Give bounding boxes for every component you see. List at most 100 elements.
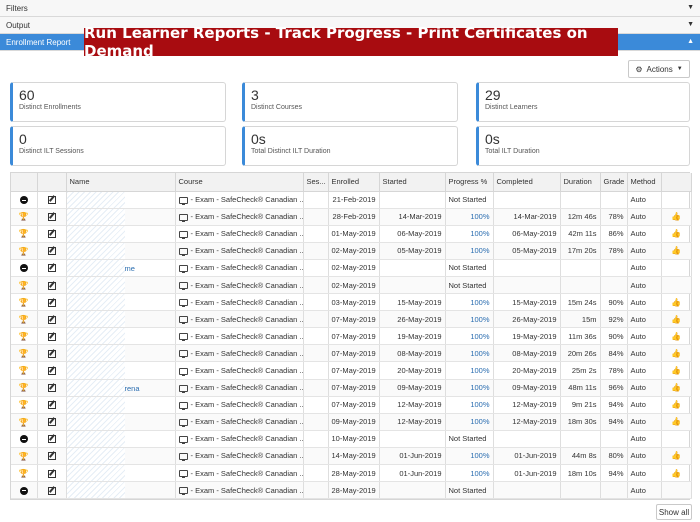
status-cell[interactable]: 🏆 (11, 344, 38, 363)
col-header-completed[interactable]: Completed (493, 173, 561, 192)
status-cell[interactable]: 🏆 (11, 276, 38, 295)
table-row[interactable]: 🏆 rena - Exam - SafeCheck® Canadian ... 07-… (11, 379, 692, 397)
not-started-icon[interactable] (19, 264, 28, 273)
status-cell[interactable]: 🏆 (11, 225, 38, 243)
col-header-grade[interactable]: Grade (600, 173, 628, 192)
name-cell[interactable] (66, 276, 176, 295)
trophy-icon[interactable]: 🏆 (18, 314, 29, 324)
name-cell[interactable] (66, 208, 176, 226)
trophy-icon[interactable]: 🏆 (18, 212, 29, 222)
name-cell[interactable] (66, 310, 176, 329)
name-cell[interactable]: rena (66, 379, 176, 397)
status-cell[interactable]: 🏆 (11, 361, 38, 380)
table-row[interactable]: 🏆 - Exam - SafeCheck® Canadian ... 14-May-… (11, 447, 692, 466)
edit-cell[interactable] (37, 191, 67, 209)
edit-cell[interactable] (37, 293, 67, 312)
col-header-enrolled[interactable]: Enrolled (328, 173, 380, 192)
edit-icon[interactable] (47, 196, 56, 205)
table-row[interactable]: 🏆 - Exam - SafeCheck® Canadian ... 07-May-… (11, 344, 692, 363)
edit-cell[interactable] (37, 310, 67, 329)
name-cell[interactable] (66, 447, 176, 466)
edit-cell[interactable] (37, 225, 67, 243)
table-row[interactable]: 🏆 - Exam - SafeCheck® Canadian ... 03-May-… (11, 293, 692, 312)
table-row[interactable]: 🏆 - Exam - SafeCheck® Canadian ... 07-May-… (11, 396, 692, 414)
filters-panel-header[interactable]: Filters ▼ (0, 0, 700, 17)
status-cell[interactable] (11, 191, 38, 209)
status-cell[interactable]: 🏆 (11, 310, 38, 329)
name-cell[interactable] (66, 396, 176, 414)
trophy-icon[interactable]: 🏆 (18, 383, 29, 393)
status-cell[interactable]: 🏆 (11, 396, 38, 414)
trophy-icon[interactable]: 🏆 (18, 246, 29, 256)
edit-icon[interactable] (47, 469, 56, 478)
edit-icon[interactable] (47, 384, 56, 393)
status-cell[interactable]: 🏆 (11, 413, 38, 431)
edit-icon[interactable] (47, 264, 56, 273)
name-cell[interactable]: me (66, 259, 176, 277)
learner-name-link[interactable]: rena (124, 383, 140, 393)
name-cell[interactable] (66, 242, 176, 260)
show-all-button[interactable]: Show all (656, 504, 692, 520)
name-cell[interactable] (66, 327, 176, 346)
col-header-progress[interactable]: Progress % (445, 173, 494, 192)
edit-cell[interactable] (37, 327, 67, 346)
table-row[interactable]: - Exam - SafeCheck® Canadian ... 21-Feb-2… (11, 191, 692, 209)
edit-icon[interactable] (47, 247, 56, 256)
edit-icon[interactable] (47, 486, 56, 495)
edit-cell[interactable] (37, 276, 67, 295)
edit-icon[interactable] (47, 315, 56, 324)
status-cell[interactable] (11, 430, 38, 448)
table-row[interactable]: - Exam - SafeCheck® Canadian ... 10-May-2… (11, 430, 692, 448)
status-cell[interactable] (11, 481, 38, 500)
table-row[interactable]: 🏆 - Exam - SafeCheck® Canadian ... 01-May-… (11, 225, 692, 243)
table-row[interactable]: 🏆 - Exam - SafeCheck® Canadian ... 28-May-… (11, 464, 692, 483)
name-cell[interactable] (66, 481, 176, 500)
table-row[interactable]: 🏆 - Exam - SafeCheck® Canadian ... 07-May-… (11, 327, 692, 346)
edit-cell[interactable] (37, 208, 67, 226)
trophy-icon[interactable]: 🏆 (18, 229, 29, 239)
name-cell[interactable] (66, 191, 176, 209)
col-header-method[interactable]: Method (627, 173, 662, 192)
edit-icon[interactable] (47, 401, 56, 410)
table-row[interactable]: 🏆 - Exam - SafeCheck® Canadian ... 02-May-… (11, 276, 692, 295)
status-cell[interactable]: 🏆 (11, 447, 38, 466)
name-cell[interactable] (66, 430, 176, 448)
edit-icon[interactable] (47, 281, 56, 290)
edit-cell[interactable] (37, 430, 67, 448)
status-cell[interactable]: 🏆 (11, 464, 38, 483)
col-header-course[interactable]: Course (175, 173, 304, 192)
col-header-started[interactable]: Started (379, 173, 446, 192)
edit-cell[interactable] (37, 413, 67, 431)
edit-icon[interactable] (47, 452, 56, 461)
trophy-icon[interactable]: 🏆 (18, 400, 29, 410)
trophy-icon[interactable]: 🏆 (18, 297, 29, 307)
table-row[interactable]: 🏆 - Exam - SafeCheck® Canadian ... 02-May-… (11, 242, 692, 260)
table-row[interactable]: 🏆 - Exam - SafeCheck® Canadian ... 07-May-… (11, 361, 692, 380)
edit-cell[interactable] (37, 259, 67, 277)
name-cell[interactable] (66, 413, 176, 431)
trophy-icon[interactable]: 🏆 (18, 366, 29, 376)
edit-cell[interactable] (37, 481, 67, 500)
status-cell[interactable]: 🏆 (11, 293, 38, 312)
edit-cell[interactable] (37, 344, 67, 363)
edit-cell[interactable] (37, 447, 67, 466)
table-row[interactable]: 🏆 - Exam - SafeCheck® Canadian ... 28-Feb-… (11, 208, 692, 226)
edit-icon[interactable] (47, 230, 56, 239)
trophy-icon[interactable]: 🏆 (18, 280, 29, 290)
trophy-icon[interactable]: 🏆 (18, 417, 29, 427)
edit-icon[interactable] (47, 213, 56, 222)
trophy-icon[interactable]: 🏆 (18, 349, 29, 359)
name-cell[interactable] (66, 361, 176, 380)
edit-icon[interactable] (47, 366, 56, 375)
status-cell[interactable]: 🏆 (11, 208, 38, 226)
table-row[interactable]: me - Exam - SafeCheck® Canadian ... 02-May… (11, 259, 692, 277)
not-started-icon[interactable] (19, 435, 28, 444)
table-row[interactable]: 🏆 - Exam - SafeCheck® Canadian ... 09-May-… (11, 413, 692, 431)
edit-icon[interactable] (47, 332, 56, 341)
col-header-session[interactable]: Ses... (303, 173, 329, 192)
edit-cell[interactable] (37, 242, 67, 260)
name-cell[interactable] (66, 293, 176, 312)
col-header-duration[interactable]: Duration (560, 173, 601, 192)
edit-cell[interactable] (37, 379, 67, 397)
edit-cell[interactable] (37, 396, 67, 414)
